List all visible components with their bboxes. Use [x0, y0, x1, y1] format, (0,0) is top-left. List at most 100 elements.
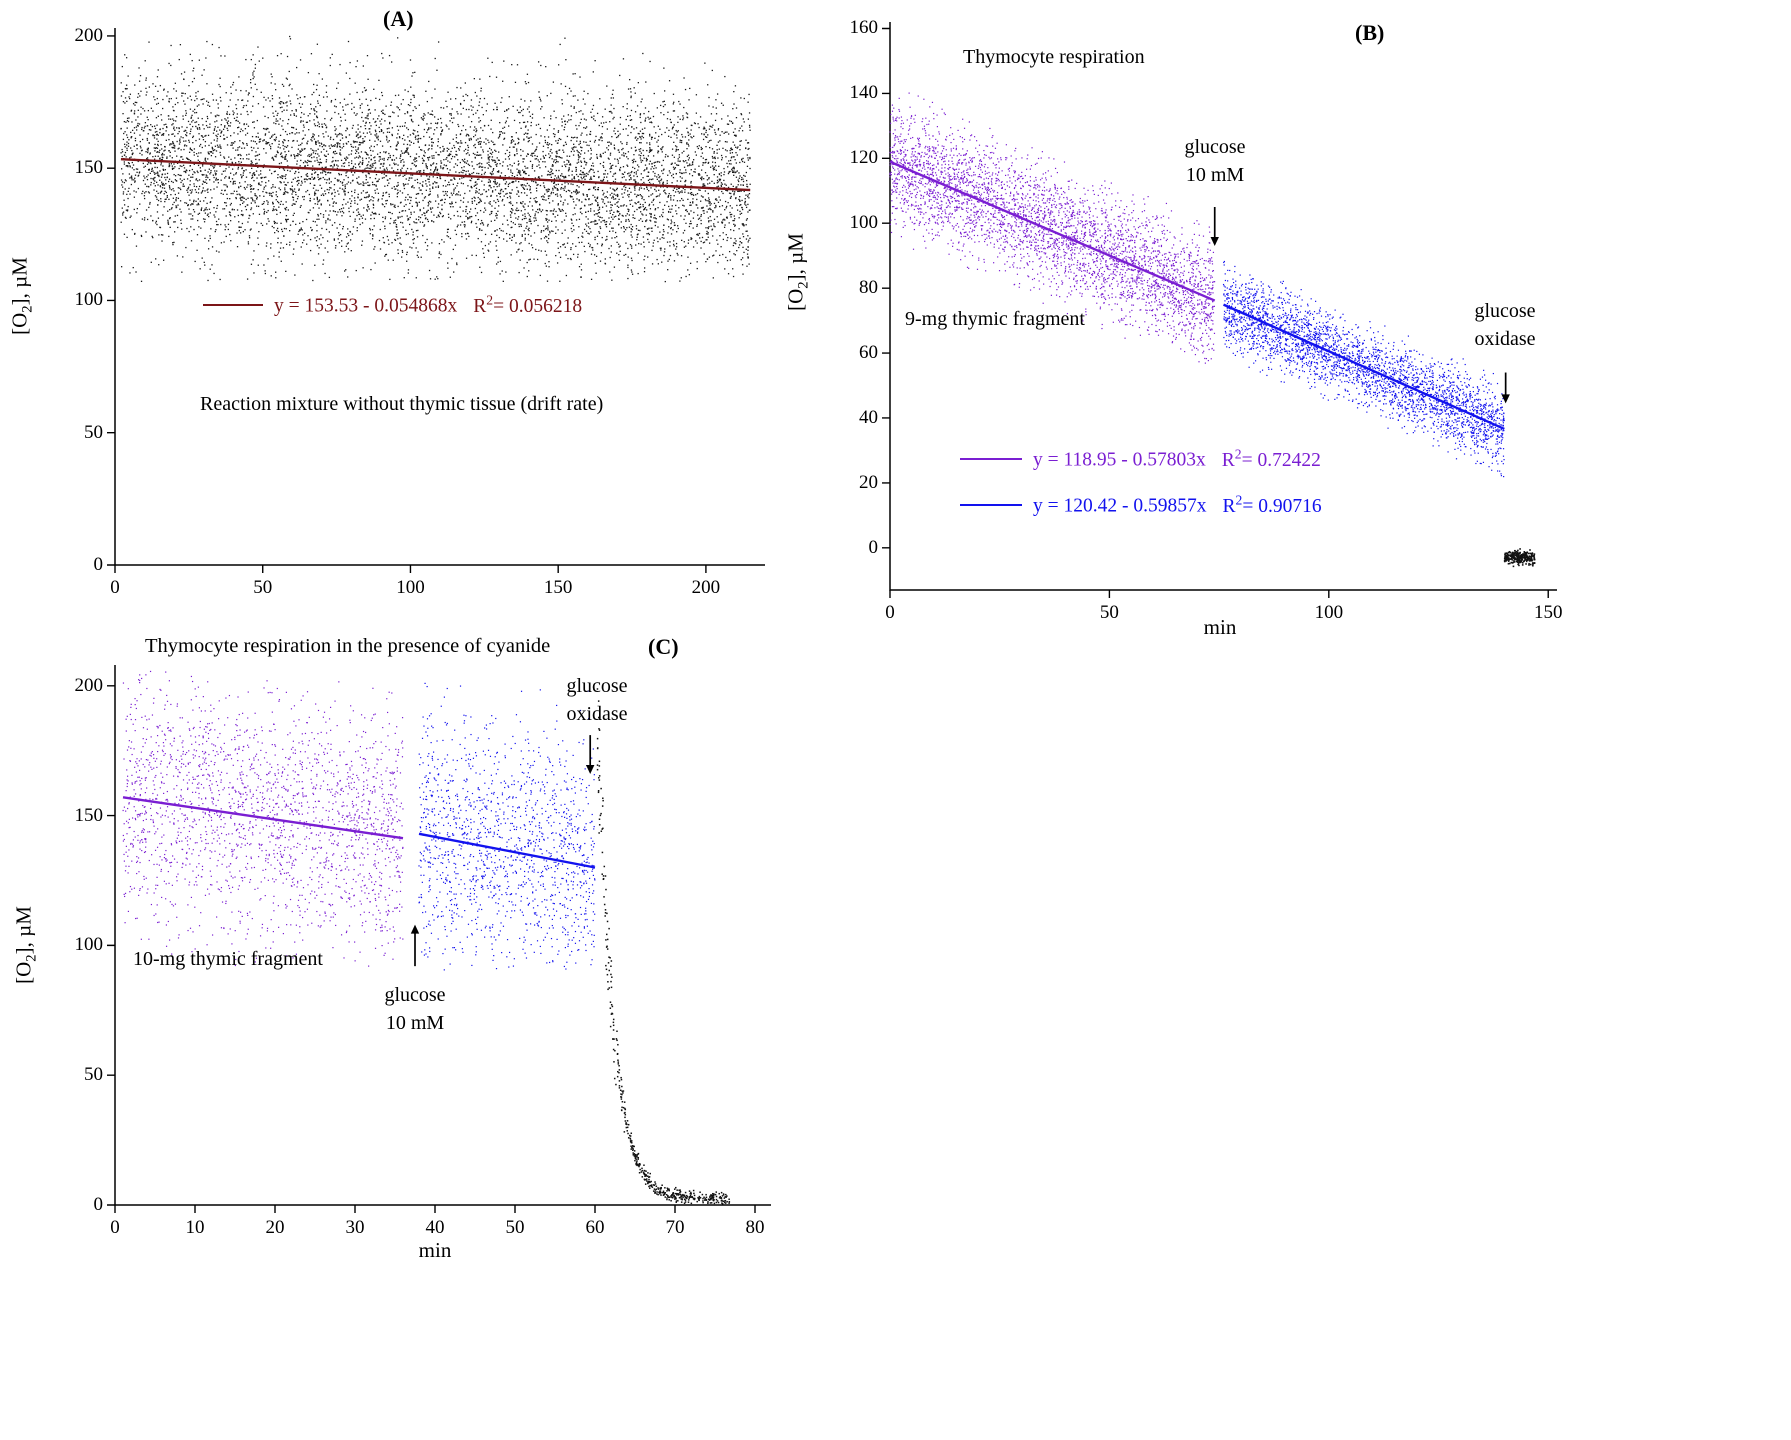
x-tick-label: 0: [110, 1217, 120, 1238]
y-tick-label: 0: [93, 1194, 104, 1215]
panel-b-x-axis-label: min: [1203, 615, 1237, 639]
y-axis-label-subscript: 2: [19, 305, 36, 313]
y-tick-label: 150: [74, 157, 104, 179]
legend-text: y = 153.53 - 0.054868x R2= 0.056218: [274, 292, 582, 318]
y-tick-label: 20: [859, 471, 878, 493]
x-tick-label: 200: [691, 577, 721, 598]
y-tick-label: 0: [93, 554, 104, 575]
glucose-annotation-line1: glucose: [384, 984, 446, 1006]
y-tick-label: 50: [84, 1064, 103, 1086]
x-tick-label: 30: [345, 1217, 365, 1238]
panel-b-label: (B): [1355, 20, 1385, 45]
panel-b-title: Thymocyte respiration: [963, 46, 1145, 68]
panel-c-y-axis-label: [O2], µM: [11, 906, 40, 984]
panel-a-overlay: (A) [O2], µM y = 153.53 - 0.054868x R2= 0…: [0, 0, 790, 625]
y-axis-label-unit: ], µM: [783, 233, 808, 282]
r-squared-prefix: R: [1222, 495, 1236, 517]
panel-c-label: (C): [648, 634, 679, 659]
y-tick-label: 60: [859, 342, 878, 364]
glucose-oxidase-annotation: glucose oxidase: [566, 673, 627, 728]
r-squared: R2= 0.72422: [1221, 446, 1321, 471]
y-axis-label-text: [O: [11, 961, 36, 984]
panel-b-legend-row-2: y = 120.42 - 0.59857x R2= 0.90716: [960, 492, 1322, 518]
r-squared-value: 0.72422: [1257, 449, 1321, 471]
glucose-oxidase-annotation-line1: glucose: [1474, 300, 1536, 322]
r-squared: R2= 0.90716: [1222, 492, 1322, 517]
glucose-annotation-line2: 10 mM: [1185, 163, 1245, 186]
panel-b-plot-canvas: [780, 0, 1791, 660]
glucose-annotation: glucose 10 mM: [1184, 134, 1245, 189]
y-axis-label-unit: ], µM: [7, 257, 32, 306]
y-tick-label: 40: [859, 406, 878, 428]
r-squared: R2= 0.056218: [473, 292, 583, 317]
x-tick-label: 20: [265, 1217, 285, 1238]
panel-c-x-axis-label: min: [418, 1238, 452, 1262]
panel-c: Thymocyte respiration in the presence of…: [0, 630, 790, 1320]
legend-line-swatch: [960, 457, 1022, 460]
x-tick-label: 0: [885, 602, 895, 623]
y-tick-label: 100: [74, 289, 104, 311]
legend-text: y = 120.42 - 0.59857x R2= 0.90716: [1033, 492, 1322, 518]
y-tick-label: 150: [74, 804, 104, 826]
fit-equation: y = 120.42 - 0.59857x: [1033, 495, 1207, 517]
y-axis-label-subscript: 2: [23, 954, 40, 962]
r-squared-equals: =: [1242, 495, 1259, 517]
x-tick-label: 100: [396, 577, 425, 598]
y-tick-label: 200: [74, 674, 104, 696]
y-tick-label: 160: [849, 17, 879, 39]
x-tick-label: 80: [745, 1217, 765, 1238]
glucose-oxidase-annotation-line2: oxidase: [1474, 327, 1536, 350]
x-tick-label: 10: [185, 1217, 205, 1238]
y-tick-label: 120: [849, 147, 879, 169]
fit-equation: y = 118.95 - 0.57803x: [1033, 449, 1206, 471]
panel-a: (A) [O2], µM y = 153.53 - 0.054868x R2= 0…: [0, 0, 790, 625]
panel-a-plot-canvas: [0, 0, 790, 625]
panel-c-fragment-label: 10-mg thymic fragment: [133, 948, 323, 970]
glucose-oxidase-annotation-line1: glucose: [566, 675, 628, 697]
y-tick-label: 200: [74, 24, 104, 46]
r-squared-sup: 2: [486, 292, 494, 307]
r-squared-sup: 2: [1234, 446, 1242, 461]
y-axis-label-subscript: 2: [795, 281, 812, 289]
x-tick-label: 150: [543, 577, 573, 598]
r-squared-prefix: R: [1221, 449, 1235, 471]
y-tick-label: 80: [859, 277, 878, 299]
legend-line-swatch: [203, 303, 263, 306]
glucose-annotation: glucose 10 mM: [384, 982, 445, 1037]
y-tick-label: 0: [868, 536, 879, 558]
panel-b-overlay: (B) Thymocyte respiration [O2], µM gluco…: [780, 0, 1791, 660]
r-squared-value: 0.90716: [1258, 495, 1322, 517]
panel-b: (B) Thymocyte respiration [O2], µM gluco…: [780, 0, 1791, 660]
x-tick-label: 0: [110, 577, 120, 598]
x-tick-label: 50: [505, 1217, 525, 1238]
legend-text: y = 118.95 - 0.57803x R2= 0.72422: [1033, 446, 1321, 472]
y-axis-label-text: [O: [7, 312, 32, 335]
y-tick-label: 100: [74, 934, 104, 956]
x-tick-label: 60: [585, 1217, 605, 1238]
r-squared-equals: =: [1241, 449, 1258, 471]
x-tick-label: 50: [1099, 602, 1119, 623]
x-tick-label: 40: [425, 1217, 445, 1238]
panel-b-fragment-label: 9-mg thymic fragment: [905, 308, 1085, 330]
glucose-oxidase-annotation: glucose oxidase: [1474, 298, 1535, 353]
x-tick-label: 70: [665, 1217, 685, 1238]
x-tick-label: 50: [253, 577, 273, 598]
glucose-oxidase-annotation-line2: oxidase: [566, 702, 628, 725]
glucose-annotation-line1: glucose: [1184, 136, 1246, 158]
panel-a-y-axis-label: [O2], µM: [7, 257, 36, 335]
panel-c-plot-canvas: [0, 630, 790, 1320]
glucose-annotation-line2: 10 mM: [385, 1011, 445, 1034]
legend-line-swatch: [960, 503, 1022, 506]
panel-b-legend-row-1: y = 118.95 - 0.57803x R2= 0.72422: [960, 446, 1321, 472]
fit-equation: y = 153.53 - 0.054868x: [274, 295, 458, 317]
r-squared-equals: =: [493, 295, 509, 317]
panel-a-label: (A): [383, 6, 414, 31]
y-tick-label: 100: [849, 212, 879, 234]
x-tick-label: 100: [1314, 602, 1344, 623]
r-squared-prefix: R: [473, 295, 487, 317]
panel-c-overlay: Thymocyte respiration in the presence of…: [0, 630, 790, 1320]
panel-a-note: Reaction mixture without thymic tissue (…: [200, 393, 604, 415]
y-tick-label: 140: [849, 82, 879, 104]
r-squared-value: 0.056218: [508, 295, 583, 317]
